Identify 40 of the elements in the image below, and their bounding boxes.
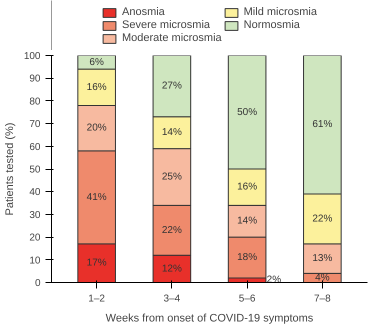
data-label: 22%	[162, 224, 182, 236]
y-tick-label: 10	[29, 255, 41, 266]
data-label: 50%	[237, 106, 258, 118]
data-label: 27%	[162, 80, 182, 92]
y-tick-label: 40	[29, 187, 41, 198]
data-label: 6%	[89, 56, 104, 68]
data-label: 12%	[162, 263, 182, 274]
data-label: 14%	[162, 127, 182, 138]
data-label: 13%	[312, 253, 332, 264]
legend-label: Severe microsmia	[122, 19, 210, 31]
y-tick-label: 70	[29, 119, 41, 130]
y-tick-label: 60	[29, 142, 41, 153]
legend-label: Normosmia	[244, 19, 300, 31]
data-label: 20%	[86, 122, 107, 134]
y-tick-label: 90	[29, 74, 41, 85]
data-label: 4%	[315, 272, 330, 284]
y-tick-label: 0	[34, 278, 41, 289]
data-label: 25%	[162, 171, 182, 182]
data-label: 18%	[237, 252, 258, 264]
data-label: 17%	[86, 258, 107, 269]
data-label: 61%	[312, 119, 332, 130]
y-axis-title: Patients tested (%)	[4, 122, 16, 216]
x-tick-label: 1–2	[88, 294, 106, 304]
x-axis-title: Weeks from onset of COVID-19 symptoms	[106, 312, 314, 324]
legend-label: Moderate microsmia	[122, 32, 222, 44]
data-label: 22%	[312, 213, 332, 224]
x-tick-label: 7–8	[314, 294, 332, 304]
y-tick-label: 30	[29, 210, 41, 221]
legend-label: Mild microsmia	[244, 6, 317, 18]
y-tick-label: 80	[29, 96, 41, 108]
x-tick-label: 3–4	[164, 294, 181, 304]
x-tick-label: 5–6	[238, 294, 256, 304]
data-label: 41%	[86, 192, 107, 203]
y-tick-label: 20	[29, 232, 41, 244]
data-label: 16%	[86, 82, 107, 93]
y-tick-label: 50	[29, 164, 41, 176]
data-label: 16%	[237, 182, 258, 193]
y-tick-label: 100	[24, 51, 41, 62]
data-label: 14%	[237, 216, 258, 227]
legend-label: Anosmia	[122, 6, 165, 18]
